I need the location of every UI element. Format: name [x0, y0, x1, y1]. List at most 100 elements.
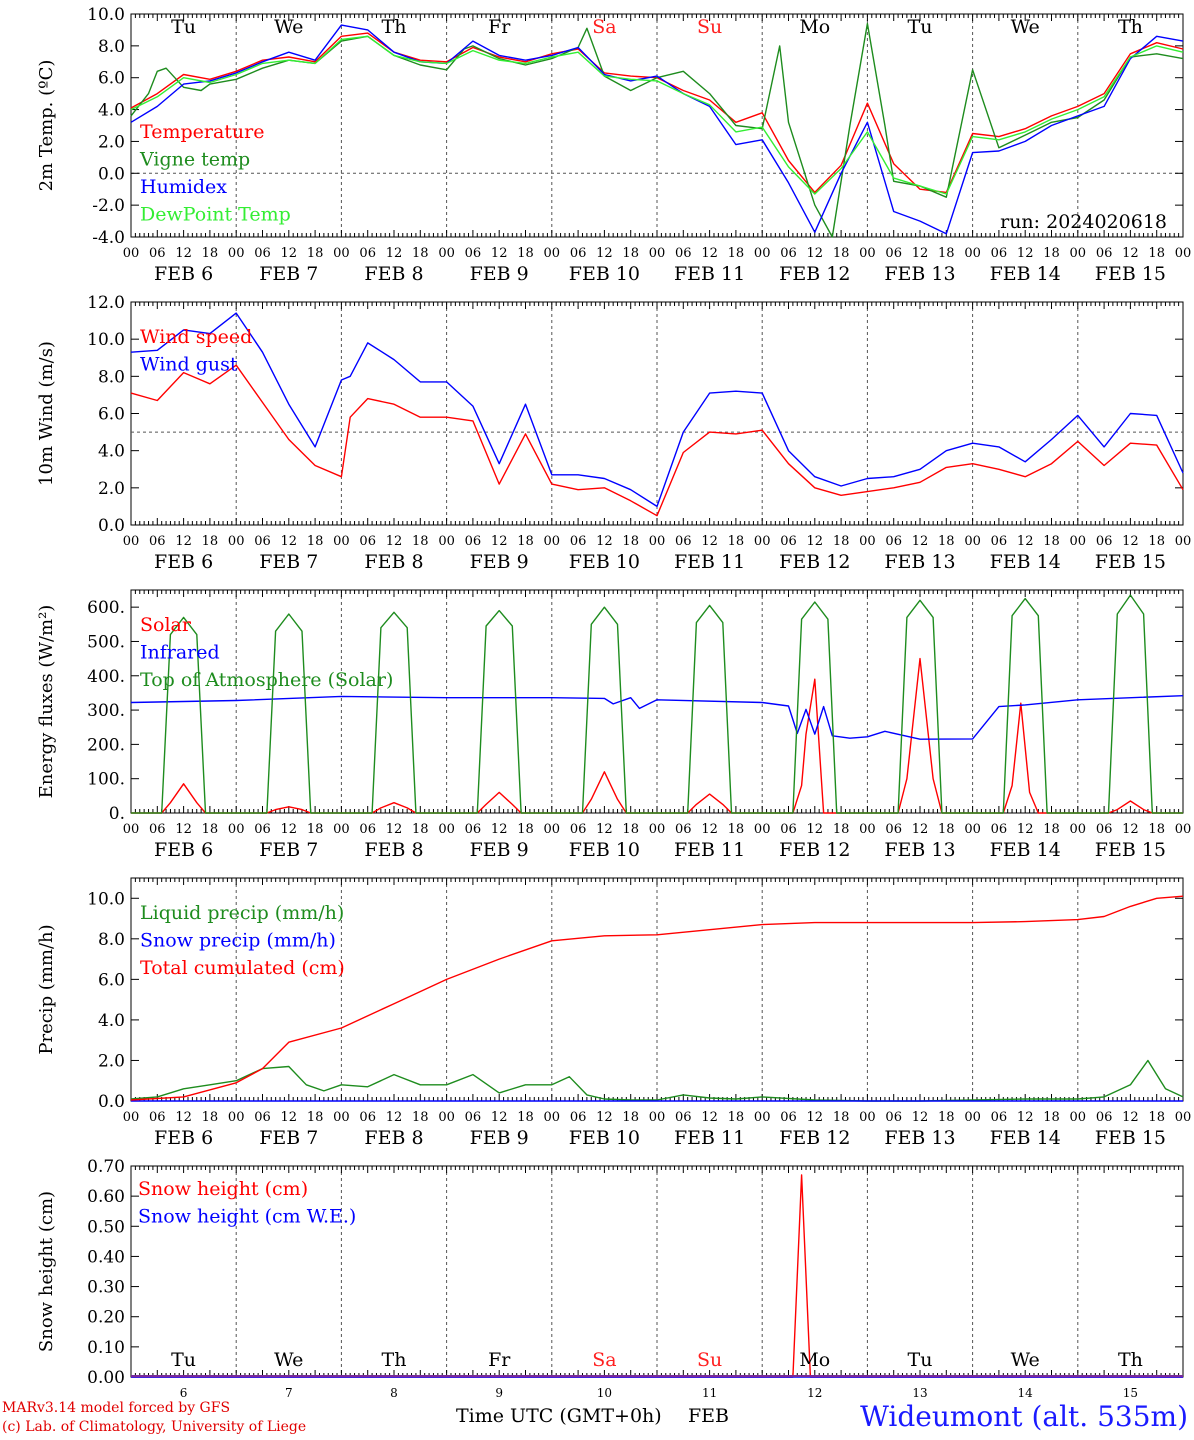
day-number: 8 — [390, 1386, 398, 1400]
hour-label: 00 — [333, 534, 350, 549]
hour-label: 06 — [991, 1110, 1008, 1125]
hour-label: 06 — [885, 822, 902, 837]
lab-credit: (c) Lab. of Climatology, University of L… — [2, 1419, 307, 1435]
hour-label: 00 — [123, 246, 140, 261]
weekday-label: We — [1011, 16, 1040, 38]
series-line-infrared — [130, 695, 1184, 740]
hour-label: 06 — [885, 1110, 902, 1125]
hour-label: 12 — [596, 246, 613, 261]
y-tick-label: 6.0 — [98, 69, 125, 89]
hour-label: 12 — [175, 246, 192, 261]
date-label: FEB 15 — [1095, 1127, 1166, 1149]
panel-3-frame — [130, 589, 1184, 814]
hour-label: 00 — [964, 822, 981, 837]
hour-label: 12 — [701, 1110, 718, 1125]
weekday-label: We — [274, 1349, 303, 1371]
date-label: FEB 14 — [990, 263, 1061, 285]
weekday-label: Sa — [592, 1349, 616, 1371]
hour-label: 18 — [307, 246, 324, 261]
hour-label: 00 — [1070, 1110, 1087, 1125]
hour-label: 00 — [228, 1110, 245, 1125]
hour-label: 18 — [307, 1110, 324, 1125]
hour-label: 00 — [649, 534, 666, 549]
hour-label: 00 — [859, 1110, 876, 1125]
date-label: FEB 12 — [779, 263, 850, 285]
y-tick-label: 0.0 — [98, 516, 125, 536]
hour-label: 18 — [202, 1110, 219, 1125]
hour-label: 12 — [491, 246, 508, 261]
hour-label: 06 — [359, 246, 376, 261]
legend-entry: Infrared — [140, 642, 220, 664]
hour-label: 00 — [649, 246, 666, 261]
hour-label: 18 — [202, 246, 219, 261]
hour-label: 12 — [807, 1110, 824, 1125]
series-line-wind-speed — [130, 364, 1184, 517]
hour-label: 06 — [1096, 246, 1113, 261]
y-tick-label: 4.0 — [98, 101, 125, 121]
y-tick-label: 12.0 — [87, 293, 125, 313]
date-label: FEB 15 — [1095, 839, 1166, 861]
hour-label: 06 — [675, 1110, 692, 1125]
hour-label: 06 — [675, 534, 692, 549]
date-label: FEB 7 — [259, 839, 318, 861]
hour-label: 00 — [438, 246, 455, 261]
weekday-label: Mo — [799, 1349, 830, 1371]
series-line-dewpoint-temp — [130, 35, 1184, 195]
y-tick-label: 0. — [109, 804, 125, 824]
hour-label: 12 — [1122, 822, 1139, 837]
hour-label: 12 — [912, 1110, 929, 1125]
day-number: 11 — [702, 1386, 717, 1400]
date-label: FEB 6 — [154, 839, 213, 861]
weekday-label: Fr — [488, 1349, 511, 1371]
hour-label: 12 — [1122, 534, 1139, 549]
hour-label: 18 — [1043, 534, 1060, 549]
hour-label: 00 — [123, 534, 140, 549]
hour-label: 12 — [912, 534, 929, 549]
legend-entry: Snow height (cm) — [138, 1178, 308, 1200]
hour-label: 00 — [1070, 246, 1087, 261]
series-line-liquid-precip-mm-h- — [130, 1059, 1184, 1102]
weekday-label: Mo — [799, 16, 830, 38]
legend-entry: Wind speed — [140, 326, 252, 348]
hour-label: 00 — [859, 534, 876, 549]
legend-entry: Temperature — [140, 121, 264, 143]
hour-label: 00 — [544, 822, 561, 837]
y-tick-label: 10.0 — [87, 889, 125, 909]
hour-label: 18 — [728, 1110, 745, 1125]
date-label: FEB 12 — [779, 551, 850, 573]
y-tick-label: 600. — [87, 598, 125, 618]
hour-label: 12 — [1122, 246, 1139, 261]
y-tick-label: -2.0 — [92, 196, 125, 216]
y-tick-label: 6.0 — [98, 405, 125, 425]
hour-label: 18 — [1043, 822, 1060, 837]
hour-label: 18 — [412, 246, 429, 261]
y-tick-label: 500. — [87, 632, 125, 652]
hour-label: 00 — [438, 822, 455, 837]
hour-label: 06 — [570, 246, 587, 261]
y-tick-label: 0.20 — [87, 1308, 125, 1328]
day-number: 7 — [285, 1386, 293, 1400]
hour-label: 12 — [281, 534, 298, 549]
date-label: FEB 8 — [364, 551, 423, 573]
hour-label: 00 — [649, 822, 666, 837]
series-line-wind-gust — [130, 312, 1184, 508]
y-tick-label: 4.0 — [98, 1011, 125, 1031]
model-credit: MARv3.14 model forced by GFS — [2, 1400, 231, 1416]
weekday-label: Th — [382, 1349, 407, 1371]
hour-label: 18 — [938, 246, 955, 261]
weekday-label: Th — [1118, 1349, 1143, 1371]
weekday-label: Su — [697, 16, 722, 38]
hour-label: 00 — [859, 822, 876, 837]
hour-label: 12 — [491, 534, 508, 549]
hour-label: 00 — [964, 534, 981, 549]
hour-label: 12 — [596, 822, 613, 837]
day-number: 10 — [597, 1386, 612, 1400]
legend-entry: Liquid precip (mm/h) — [140, 902, 344, 924]
y-tick-label: 0.40 — [87, 1247, 125, 1267]
hour-label: 12 — [386, 1110, 403, 1125]
hour-label: 18 — [517, 822, 534, 837]
hour-label: 00 — [754, 822, 771, 837]
y-tick-label: 400. — [87, 667, 125, 687]
hour-label: 06 — [675, 246, 692, 261]
hour-label: 18 — [833, 246, 850, 261]
